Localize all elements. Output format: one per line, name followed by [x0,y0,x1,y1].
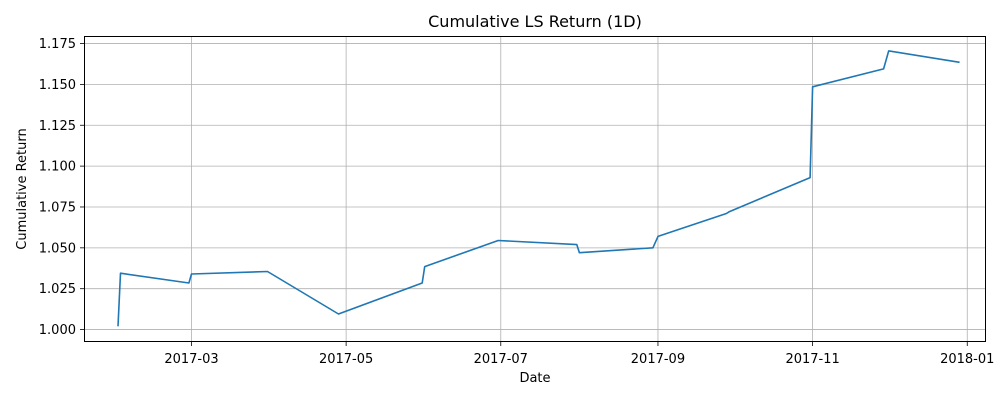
x-tick-label: 2017-09 [631,352,685,367]
y-axis-label: Cumulative Return [15,128,30,249]
x-tick-label: 2018-01 [940,352,994,367]
x-tick-label: 2017-03 [164,352,218,367]
y-tick-label: 1.175 [39,37,76,52]
y-tick-label: 1.025 [39,282,76,297]
y-tick-label: 1.050 [39,241,76,256]
y-tick-label: 1.075 [39,200,76,215]
y-tick-label: 1.125 [39,119,76,134]
x-axis-label: Date [519,371,550,386]
series-line [117,50,960,327]
x-tick-label: 2017-07 [474,352,528,367]
y-axis-ticks: 1.000 1.025 1.050 1.075 1.100 1.125 1.150 1.175 [39,37,85,338]
grid-lines [85,37,985,341]
x-tick-label: 2017-05 [319,352,373,367]
y-tick-label: 1.000 [39,323,76,338]
plot-frame [84,36,986,342]
y-tick-label: 1.100 [39,160,76,175]
x-tick-label: 2017-11 [785,352,839,367]
y-tick-label: 1.150 [39,78,76,93]
x-axis-ticks: 2017-03 2017-05 2017-07 2017-09 2017-11 2018-… [164,341,994,367]
chart-title: Cumulative LS Return (1D) [428,12,642,31]
